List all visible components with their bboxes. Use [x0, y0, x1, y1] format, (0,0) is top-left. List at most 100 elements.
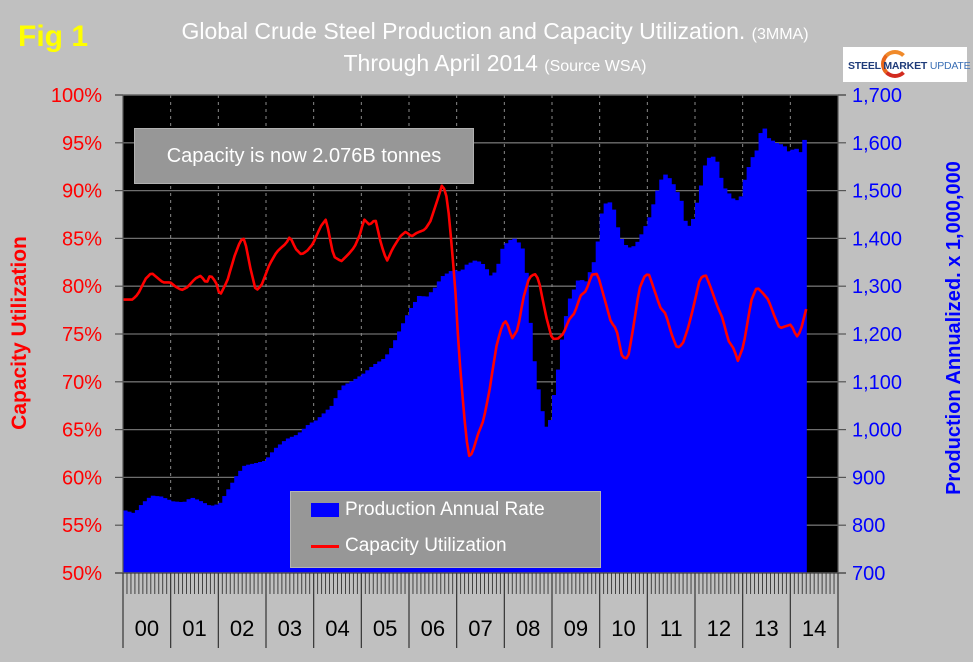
logo-arc-icon [881, 50, 909, 78]
production-bar [428, 292, 434, 573]
right-tick-label: 1,600 [852, 133, 902, 155]
production-bar [432, 287, 438, 573]
chart-source-note: (Source WSA) [544, 58, 647, 75]
production-bar [746, 167, 752, 574]
production-bar [659, 179, 664, 573]
production-bar [516, 242, 521, 573]
x-tick-label: 08 [516, 616, 540, 641]
x-tick-label: 00 [135, 616, 159, 641]
production-bar [206, 505, 211, 573]
x-tick-label: 10 [611, 616, 635, 641]
x-tick-label: 04 [325, 616, 349, 641]
right-tick-label: 1,700 [852, 85, 902, 107]
left-tick-label: 90% [62, 181, 102, 203]
x-tick-label: 09 [564, 616, 588, 641]
production-bar [802, 139, 807, 573]
steel-market-update-logo: STEEL MARKET UPDATE [843, 47, 971, 82]
production-bar [575, 280, 581, 573]
production-bar [563, 316, 569, 573]
legend-swatch-capacity [311, 544, 339, 548]
production-bar [782, 146, 787, 573]
production-bar [150, 495, 156, 573]
left-tick-label: 70% [62, 372, 102, 394]
production-bar [436, 281, 442, 573]
production-bar [273, 447, 279, 573]
production-bar [571, 289, 577, 573]
production-bar [587, 272, 593, 573]
left-tick-label: 65% [62, 420, 102, 442]
chart-subtitle: Through April 2014 [343, 50, 538, 76]
left-tick-label: 95% [62, 133, 102, 155]
production-bar [385, 354, 390, 573]
production-bar [416, 295, 422, 573]
chart-title-note: (3MMA) [751, 26, 809, 43]
production-bar [635, 241, 640, 574]
production-bar [631, 246, 637, 573]
production-bar [770, 140, 776, 574]
x-tick-label: 02 [230, 616, 254, 641]
right-tick-label: 1,500 [852, 181, 902, 203]
production-bar [337, 390, 343, 573]
chart-legend: Production Annual Rate Capacity Utilizat… [290, 491, 601, 568]
production-bar [714, 161, 720, 573]
production-bar [357, 376, 362, 573]
production-bar [361, 373, 366, 573]
production-bar [647, 217, 652, 574]
production-bar [397, 331, 402, 573]
production-bar [448, 271, 454, 573]
capacity-utilization-line [123, 184, 808, 458]
production-bar [754, 150, 760, 573]
production-bar [194, 499, 200, 573]
production-bar [722, 188, 728, 574]
chart-title-main: Global Crude Steel Production and Capaci… [181, 18, 746, 44]
production-bar [706, 157, 712, 573]
right-tick-label: 1,200 [852, 324, 902, 346]
production-bar [381, 358, 386, 573]
production-bar [349, 381, 354, 573]
production-bar [790, 149, 795, 574]
production-bar [182, 501, 188, 573]
production-bar [333, 398, 339, 573]
right-axis-title: Production Annualized. x 1,000,000 [943, 161, 965, 495]
right-axis-ticks: 700 800 900 1,000 1,100 1,200 1,300 1,400 1,500 1… [838, 85, 902, 585]
production-bar [520, 248, 525, 573]
right-tick-label: 1,100 [852, 372, 902, 394]
production-bar [329, 405, 335, 573]
production-bar [611, 209, 617, 574]
production-bar [675, 192, 680, 573]
production-bar [559, 339, 565, 573]
production-bar [420, 296, 426, 573]
production-bar [774, 142, 780, 573]
production-bar [234, 476, 239, 573]
production-bar [246, 464, 251, 573]
left-tick-label: 50% [62, 563, 102, 585]
production-bar [508, 239, 513, 574]
production-bar [512, 238, 517, 573]
production-bar [424, 296, 430, 573]
capacity-annotation: Capacity is now 2.076B tonnes [134, 128, 474, 184]
production-bar [476, 261, 482, 573]
production-bar [710, 156, 716, 573]
right-tick-label: 800 [852, 515, 885, 537]
x-tick-label: 13 [754, 616, 778, 641]
production-bar [651, 204, 656, 573]
production-bar [555, 369, 561, 573]
production-bar [750, 157, 756, 574]
production-bar [412, 301, 418, 573]
figure-label: Fig 1 [18, 20, 89, 53]
production-bar [698, 185, 704, 573]
logo-word-steel: STEEL [848, 60, 881, 72]
production-bar [365, 370, 370, 573]
production-bar [222, 496, 227, 573]
production-bar [786, 151, 791, 573]
production-bar [409, 307, 414, 573]
production-bar [214, 504, 219, 573]
left-tick-label: 80% [62, 276, 102, 298]
production-bar [198, 501, 204, 573]
legend-item-capacity: Capacity Utilization [311, 535, 507, 557]
production-bars [123, 128, 807, 574]
production-bar [496, 263, 501, 573]
production-bar [536, 389, 541, 573]
production-bar [218, 502, 223, 573]
chart-title-line2: Through April 2014 (Source WSA) [100, 50, 890, 77]
